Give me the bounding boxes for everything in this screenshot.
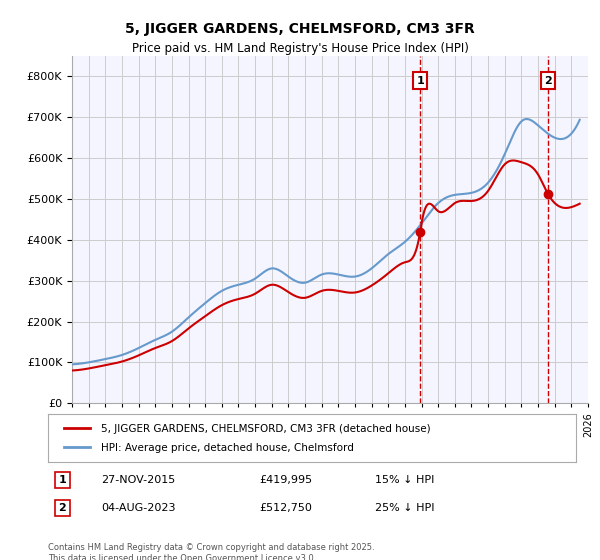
Text: 1: 1	[59, 475, 67, 485]
Text: 2: 2	[544, 76, 552, 86]
Text: 5, JIGGER GARDENS, CHELMSFORD, CM3 3FR (detached house): 5, JIGGER GARDENS, CHELMSFORD, CM3 3FR (…	[101, 424, 430, 433]
Text: £419,995: £419,995	[259, 475, 313, 485]
Text: £512,750: £512,750	[259, 503, 312, 513]
Text: 04-AUG-2023: 04-AUG-2023	[101, 503, 175, 513]
Text: 27-NOV-2015: 27-NOV-2015	[101, 475, 175, 485]
Text: 15% ↓ HPI: 15% ↓ HPI	[376, 475, 435, 485]
Text: Price paid vs. HM Land Registry's House Price Index (HPI): Price paid vs. HM Land Registry's House …	[131, 42, 469, 55]
Text: 25% ↓ HPI: 25% ↓ HPI	[376, 503, 435, 513]
Text: 5, JIGGER GARDENS, CHELMSFORD, CM3 3FR: 5, JIGGER GARDENS, CHELMSFORD, CM3 3FR	[125, 22, 475, 36]
Text: Contains HM Land Registry data © Crown copyright and database right 2025.
This d: Contains HM Land Registry data © Crown c…	[48, 543, 374, 560]
Text: 2: 2	[59, 503, 67, 513]
Text: 1: 1	[416, 76, 424, 86]
Text: HPI: Average price, detached house, Chelmsford: HPI: Average price, detached house, Chel…	[101, 443, 353, 452]
